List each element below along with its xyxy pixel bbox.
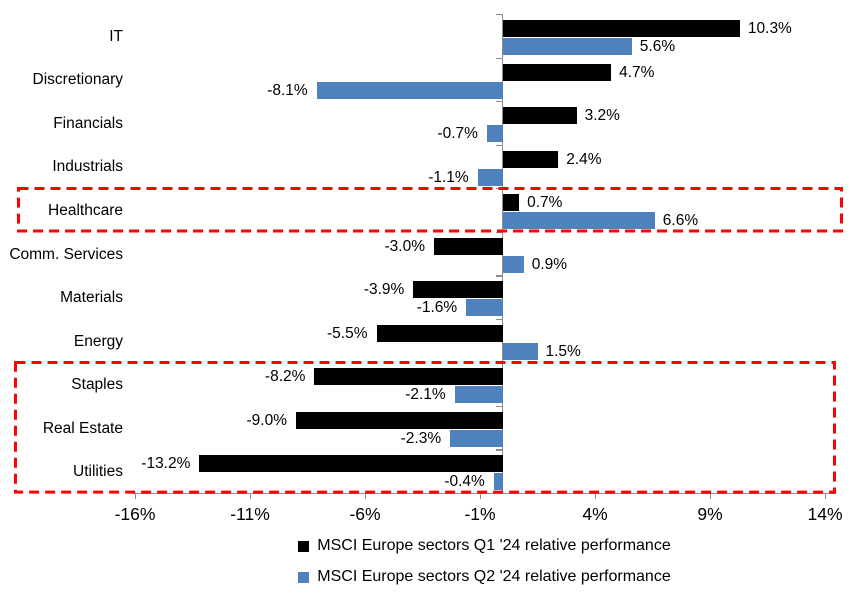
bar-q2 <box>503 212 655 230</box>
x-axis-tick <box>365 493 367 499</box>
value-label: -2.1% <box>405 386 446 404</box>
x-axis-tick <box>135 493 137 499</box>
bar-q2 <box>466 299 503 317</box>
x-axis-tick <box>480 493 482 499</box>
value-label: -13.2% <box>141 455 191 473</box>
value-label: -1.6% <box>416 299 458 317</box>
x-axis-tick-label: 14% <box>807 504 843 524</box>
y-axis-tick <box>496 57 503 59</box>
x-axis-line <box>133 492 836 494</box>
legend-item-q2: MSCI Europe sectors Q2 '24 relative perf… <box>298 564 671 590</box>
x-axis-tick-label: -11% <box>230 504 270 524</box>
legend-label-q1: MSCI Europe sectors Q1 '24 relative perf… <box>317 537 671 554</box>
y-axis-tick <box>496 188 503 190</box>
y-axis-tick <box>496 144 503 146</box>
value-label: 5.6% <box>639 38 676 55</box>
y-axis-tick <box>496 275 503 277</box>
value-label: -0.7% <box>437 125 478 143</box>
category-label: Real Estate <box>42 419 123 437</box>
category-label: Healthcare <box>48 201 123 219</box>
x-axis-tick <box>710 493 712 499</box>
bar-q2 <box>450 429 503 447</box>
category-label: Materials <box>60 289 123 307</box>
bar-q1 <box>413 281 503 299</box>
value-label: 0.7% <box>527 194 563 212</box>
bar-q1 <box>503 63 612 81</box>
bar-q2 <box>454 386 503 404</box>
value-label: 4.7% <box>619 63 655 81</box>
legend: MSCI Europe sectors Q1 '24 relative perf… <box>133 533 836 590</box>
legend-swatch-q1-icon <box>298 540 310 552</box>
highlight-box <box>17 187 843 233</box>
bar-q1 <box>314 368 503 386</box>
value-label: 2.4% <box>566 150 602 168</box>
value-label: 3.2% <box>584 107 620 125</box>
x-axis-tick-label: -6% <box>349 504 381 524</box>
bar-q1 <box>376 324 503 342</box>
y-axis-tick <box>496 362 503 364</box>
category-label: Energy <box>73 332 123 350</box>
bar-q2 <box>477 168 503 186</box>
x-axis-tick-label: 9% <box>697 504 723 524</box>
x-axis-tick <box>825 493 827 499</box>
value-label: -5.5% <box>327 324 368 342</box>
y-axis-tick <box>496 493 503 495</box>
bar-q1 <box>503 150 559 168</box>
y-axis-tick <box>496 231 503 234</box>
category-label: Comm. Services <box>9 245 123 263</box>
y-axis-tick <box>496 101 503 103</box>
value-label: -8.2% <box>264 368 306 386</box>
bar-q2 <box>493 473 503 491</box>
y-axis-tick <box>496 449 503 451</box>
category-label: Utilities <box>73 463 123 481</box>
x-axis-tick-label: -1% <box>464 504 496 524</box>
legend-label-q2: MSCI Europe sectors Q2 '24 relative perf… <box>317 568 671 585</box>
bar-q1 <box>503 194 520 212</box>
y-axis-tick <box>496 405 503 408</box>
bar-q1 <box>296 411 503 429</box>
x-axis-tick <box>250 493 252 499</box>
value-label: -8.1% <box>267 81 308 99</box>
x-axis-tick-label: -16% <box>114 504 156 524</box>
y-axis-tick <box>496 14 503 16</box>
bar-q1 <box>199 455 503 473</box>
category-label: Industrials <box>52 158 123 176</box>
value-label: -3.9% <box>363 281 405 299</box>
value-label: -3.0% <box>384 237 426 255</box>
value-label: -0.4% <box>444 473 485 491</box>
value-label: -1.1% <box>428 168 469 186</box>
value-label: 0.9% <box>531 255 568 273</box>
value-label: 6.6% <box>662 212 699 230</box>
bar-q1 <box>503 107 577 125</box>
bar-q2 <box>503 38 632 55</box>
category-label: Discretionary <box>32 71 123 89</box>
bar-q1 <box>434 237 503 255</box>
bar-q2 <box>316 81 503 99</box>
category-label: IT <box>109 27 123 45</box>
x-axis-tick <box>595 493 597 499</box>
legend-swatch-q2-icon <box>298 571 310 583</box>
category-label: Financials <box>53 114 123 132</box>
value-label: -9.0% <box>246 411 288 429</box>
legend-item-q1: MSCI Europe sectors Q1 '24 relative perf… <box>298 533 671 559</box>
bar-q2 <box>503 255 524 273</box>
y-axis-tick <box>496 318 503 321</box>
x-axis-tick-label: 4% <box>582 504 608 524</box>
value-label: 1.5% <box>545 342 581 360</box>
bar-q2 <box>486 125 503 143</box>
bar-q1 <box>503 20 740 37</box>
category-label: Staples <box>71 376 123 394</box>
bar-q2 <box>503 342 538 360</box>
value-label: 10.3% <box>747 20 792 37</box>
value-label: -2.3% <box>400 429 442 447</box>
